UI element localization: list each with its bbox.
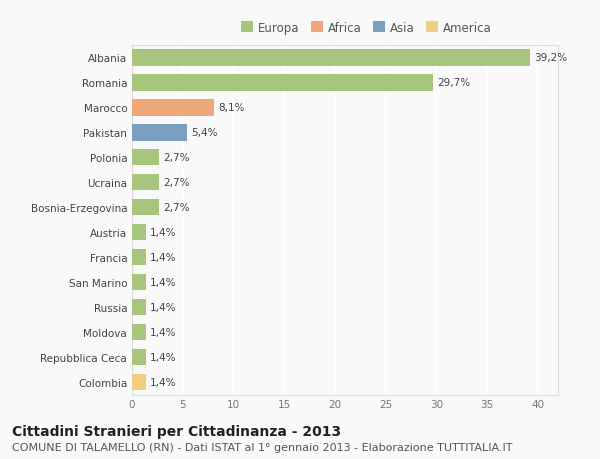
Text: 5,4%: 5,4% xyxy=(191,128,217,138)
Bar xyxy=(132,250,146,266)
Bar xyxy=(132,125,187,141)
Text: COMUNE DI TALAMELLO (RN) - Dati ISTAT al 1° gennaio 2013 - Elaborazione TUTTITAL: COMUNE DI TALAMELLO (RN) - Dati ISTAT al… xyxy=(12,442,512,452)
Text: 2,7%: 2,7% xyxy=(163,153,190,163)
Bar xyxy=(132,325,146,341)
Bar xyxy=(132,50,530,67)
Bar xyxy=(132,75,433,91)
Legend: Europa, Africa, Asia, America: Europa, Africa, Asia, America xyxy=(236,17,496,39)
Bar xyxy=(132,224,146,241)
Text: 1,4%: 1,4% xyxy=(150,377,177,387)
Bar xyxy=(132,274,146,291)
Text: 8,1%: 8,1% xyxy=(218,103,245,113)
Text: 1,4%: 1,4% xyxy=(150,253,177,263)
Text: 1,4%: 1,4% xyxy=(150,327,177,337)
Text: 1,4%: 1,4% xyxy=(150,228,177,238)
Text: 1,4%: 1,4% xyxy=(150,278,177,288)
Text: 39,2%: 39,2% xyxy=(533,53,567,63)
Text: 2,7%: 2,7% xyxy=(163,178,190,188)
Text: 1,4%: 1,4% xyxy=(150,353,177,362)
Text: 2,7%: 2,7% xyxy=(163,203,190,213)
Text: Cittadini Stranieri per Cittadinanza - 2013: Cittadini Stranieri per Cittadinanza - 2… xyxy=(12,425,341,438)
Text: 1,4%: 1,4% xyxy=(150,302,177,313)
Bar xyxy=(132,175,160,191)
Bar xyxy=(132,299,146,316)
Bar xyxy=(132,100,214,116)
Text: 29,7%: 29,7% xyxy=(437,78,470,88)
Bar xyxy=(132,150,160,166)
Bar xyxy=(132,374,146,390)
Bar xyxy=(132,200,160,216)
Bar xyxy=(132,349,146,365)
